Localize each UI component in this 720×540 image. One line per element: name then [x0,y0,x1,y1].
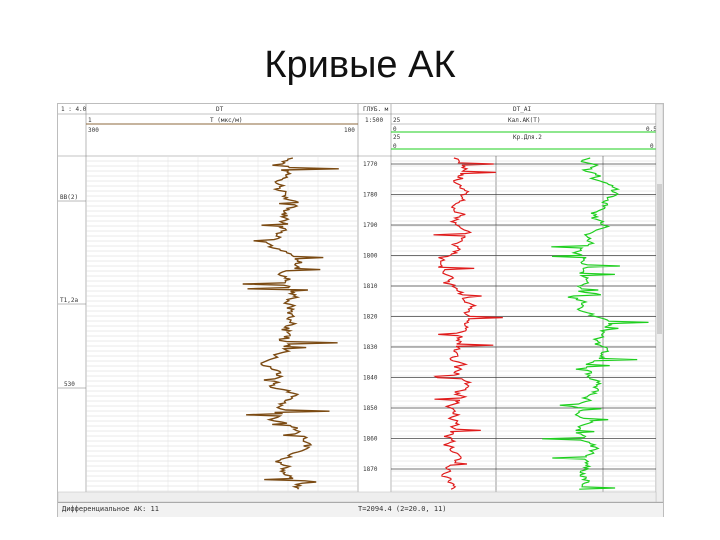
depth-label: 1820 [363,314,378,321]
depth-label: 1840 [363,375,378,382]
log-viewer-screenshot: 1 : 4.0 DT 1 T (мкс/м) 300 100 ГЛУБ. м 1… [57,103,664,517]
well-log-plot: 1770 1780 1790 1800 1810 1820 1830 1840 1850 1860… [58,104,663,502]
status-bar: Дифференциальное АК: 11 T=2094.4 (2=20.0… [58,502,663,517]
track2-sub3-left: 25 [393,134,401,141]
depth-label: 1770 [363,161,378,168]
zone-label: BB(2) [60,194,78,201]
track1-sub-left: 1 [88,117,92,124]
zone-label: 530 [64,381,75,388]
depth-label: 1870 [363,466,378,473]
track2-sub1-mid: Кал.АК(Т) [508,117,541,124]
depth-label: 1810 [363,283,378,290]
depth-label: 1780 [363,192,378,199]
depth-scale: 1:500 [365,117,384,124]
depth-label: 1790 [363,222,378,229]
status-right: T=2094.4 (2=20.0, 11) [358,505,447,513]
status-left: Дифференциальное АК: 11 [62,505,159,513]
depth-label: 1800 [363,253,378,260]
depth-column-title: ГЛУБ. м [363,106,389,113]
depth-label: 1860 [363,436,378,443]
track2-sub4-right: 0 [650,143,654,150]
track1-range-right: 100 [344,127,355,134]
track2-sub4-left: 0 [393,143,397,150]
track1-unit: T (мкс/м) [210,117,243,124]
caliper-curve-green [542,157,649,490]
slide-title: Кривые АК [264,44,456,86]
zone-label: T1,2a [60,297,78,304]
scale-label: 1 : 4.0 [61,106,87,113]
track2-sub3-mid: Кр.Для.2 [513,134,542,141]
track1-title: DT [216,106,224,113]
track2-title: DT_AI [513,106,532,113]
track2-sub2-right: 0.5 [646,126,657,133]
dt-curve-brown [242,157,339,490]
depth-label: 1830 [363,344,378,351]
dt-ai-curve-red [433,157,503,490]
track2-sub2-left: 0 [393,126,397,133]
depth-label: 1850 [363,405,378,412]
track2-sub1-left: 25 [393,117,401,124]
track1-range-left: 300 [88,127,99,134]
horizontal-scrollbar[interactable] [58,491,657,502]
